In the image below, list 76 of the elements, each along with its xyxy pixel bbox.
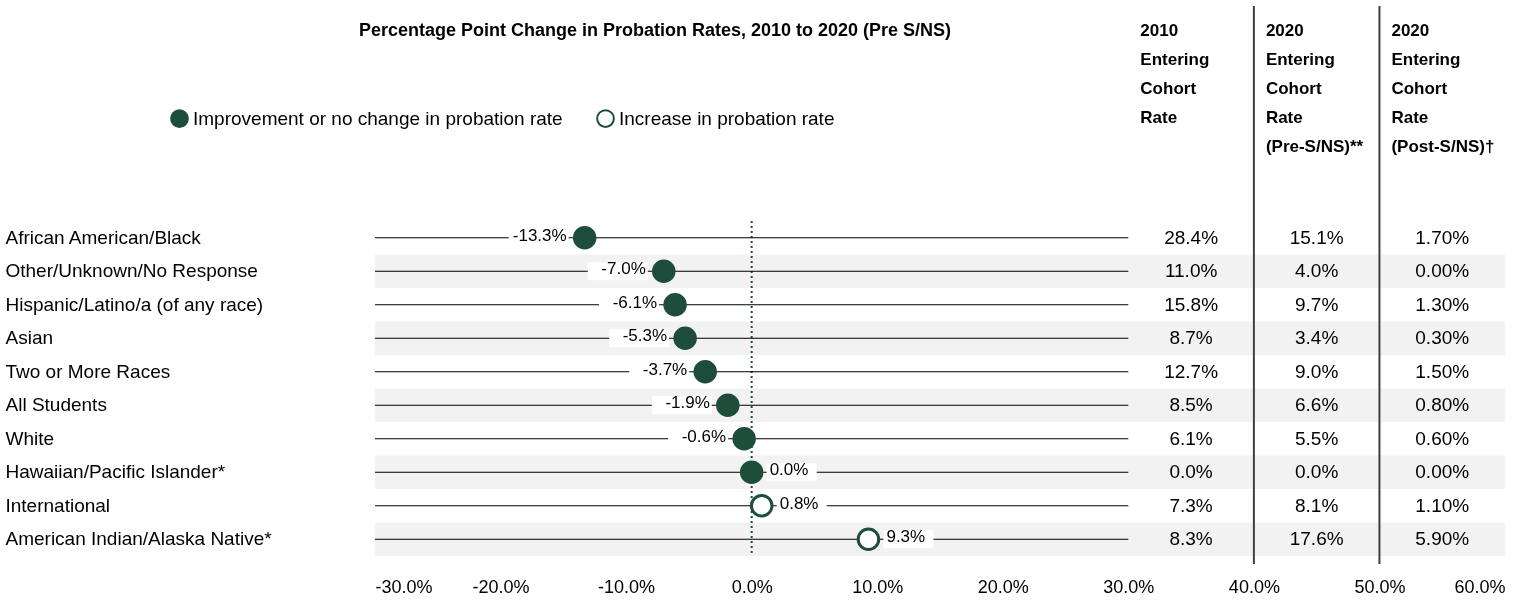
legend-label: Increase in probation rate: [619, 107, 835, 129]
point: [856, 527, 881, 551]
data-label: 0.0%: [769, 460, 809, 480]
data-label: -6.1%: [612, 292, 658, 312]
annotation: 0.80%: [1415, 394, 1470, 416]
annotation: 1.10%: [1415, 494, 1470, 516]
data-label: -5.3%: [622, 326, 668, 346]
y-tick-label: All Students: [5, 394, 107, 416]
annotation: 8.5%: [1169, 394, 1213, 416]
annotation: 7.3%: [1169, 494, 1213, 516]
data-label: -3.7%: [642, 359, 688, 379]
x-tick-label: -10.0%: [598, 576, 656, 597]
annotation: 8.7%: [1169, 327, 1213, 349]
annotation: 15.8%: [1164, 293, 1219, 315]
y-tick-label: African American/Black: [5, 226, 202, 248]
annotation: 11.0%: [1164, 260, 1218, 282]
data-label: 0.8%: [779, 493, 819, 513]
point: [693, 360, 717, 384]
annotation: 1.30%: [1415, 293, 1470, 315]
x-tick-label: 20.0%: [977, 576, 1029, 597]
annotation: 1.70%: [1415, 226, 1470, 248]
point: [673, 326, 697, 350]
annotation: 0.00%: [1415, 260, 1470, 282]
x-tick-label: 50.0%: [1354, 576, 1406, 597]
x-tick-label: -30.0%: [375, 576, 433, 597]
annotation: 1.50%: [1415, 360, 1470, 382]
annotation: 0.0%: [1295, 461, 1339, 483]
annotation: 5.5%: [1295, 427, 1339, 449]
y-tick-label: Hispanic/Latino/a (of any race): [5, 293, 264, 315]
y-tick-label: American Indian/Alaska Native*: [5, 528, 273, 550]
point: [663, 293, 687, 317]
data-label: -1.9%: [665, 393, 710, 413]
x-tick-label: 30.0%: [1103, 576, 1155, 597]
point: [716, 393, 740, 417]
annotation: 15.1%: [1289, 226, 1344, 248]
annotation: 9.0%: [1295, 360, 1339, 382]
data-label: -7.0%: [601, 259, 646, 279]
x-tick-label: 40.0%: [1228, 576, 1280, 597]
x-tick-label: -20.0%: [472, 576, 530, 597]
legend-label: Improvement or no change in probation rate: [193, 107, 563, 129]
annotation: 6.6%: [1295, 394, 1339, 416]
x-tick-label: 60.0%: [1454, 576, 1506, 597]
annotation: 0.60%: [1415, 427, 1470, 449]
chart-title: Percentage Point Change in Probation Rates, 2010 to 2020 (Pre S/NS): [358, 20, 952, 40]
y-tick-label: International: [5, 494, 111, 516]
annotation: 6.1%: [1169, 427, 1213, 449]
text: 2020 Entering Cohort Rate (Pre-S/NS)**: [1265, 21, 1364, 156]
y-tick-label: Two or More Races: [5, 360, 171, 382]
point: [572, 226, 597, 250]
y-tick-label: Asian: [5, 327, 54, 349]
data-label: 9.3%: [886, 527, 926, 547]
text: 2020 Entering Cohort Rate (Post-S/NS)†: [1391, 21, 1495, 156]
annotation: 8.1%: [1295, 494, 1339, 516]
annotation: 12.7%: [1164, 360, 1219, 382]
annotation: 28.4%: [1164, 226, 1219, 248]
annotation: 4.0%: [1295, 260, 1339, 282]
y-tick-label: Hawaiian/Pacific Islander*: [5, 461, 226, 483]
point: [652, 259, 676, 283]
annotation: 0.00%: [1415, 461, 1470, 483]
y-tick-label: White: [5, 427, 55, 449]
annotation: 17.6%: [1289, 528, 1344, 550]
point: [732, 427, 756, 451]
x-tick-label: 0.0%: [731, 576, 773, 597]
x-tick-label: 10.0%: [852, 576, 904, 597]
annotation: 9.7%: [1295, 293, 1339, 315]
data-label: -0.6%: [681, 426, 727, 446]
annotation: 0.0%: [1169, 461, 1213, 483]
annotation: 3.4%: [1295, 327, 1339, 349]
annotation: 8.3%: [1169, 528, 1213, 550]
point: [749, 494, 774, 518]
text: 2010 Entering Cohort Rate: [1140, 21, 1210, 127]
point: [739, 460, 764, 484]
annotation: 5.90%: [1415, 528, 1470, 550]
annotation: 0.30%: [1415, 327, 1470, 349]
y-tick-label: Other/Unknown/No Response: [5, 260, 258, 282]
data-label: -13.3%: [512, 225, 567, 245]
